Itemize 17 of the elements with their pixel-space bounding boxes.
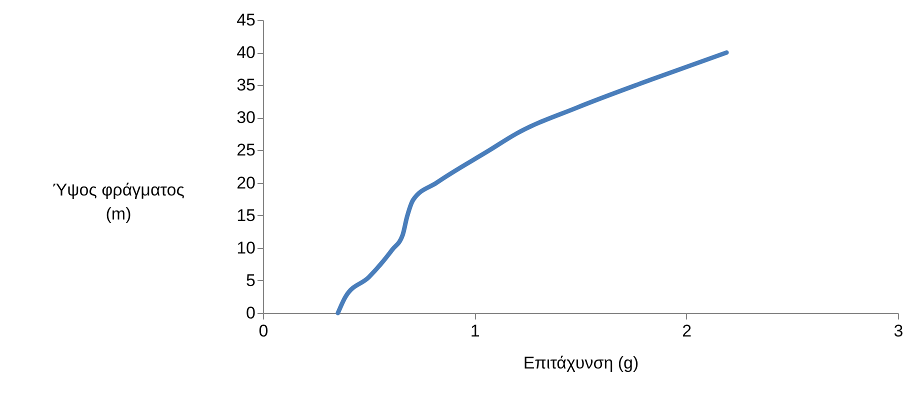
x-tick-label: 2 xyxy=(682,322,692,340)
y-tick-label: 30 xyxy=(236,108,256,128)
y-axis-title: Ύψος φράγματος (m) xyxy=(52,180,184,224)
y-tick-label: 0 xyxy=(246,304,256,322)
x-axis-title: Επιτάχυνση (g) xyxy=(523,354,639,372)
y-tick-label: 25 xyxy=(236,140,256,160)
y-tick-label: 35 xyxy=(236,76,256,95)
line-series xyxy=(336,50,729,316)
x-tick-label: 1 xyxy=(470,322,480,340)
y-tick-label: 15 xyxy=(236,206,256,225)
x-tick-label: 0 xyxy=(258,322,268,340)
x-tick-label: 3 xyxy=(894,322,904,340)
y-tick-label: 45 xyxy=(236,10,256,30)
y-tick-label: 20 xyxy=(236,173,256,192)
y-tick-label: 5 xyxy=(246,270,256,290)
y-tick-label: 10 xyxy=(236,238,256,258)
y-tick-label: 40 xyxy=(236,43,256,62)
